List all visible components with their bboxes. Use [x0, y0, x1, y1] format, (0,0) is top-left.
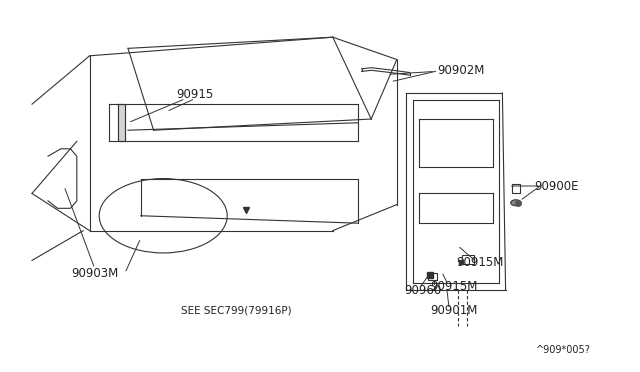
Text: 90915M: 90915M	[431, 280, 478, 293]
Text: 90960: 90960	[404, 284, 441, 296]
Text: 90902M: 90902M	[437, 64, 484, 77]
Text: 90903M: 90903M	[71, 267, 118, 280]
Text: 90915M: 90915M	[456, 256, 504, 269]
Bar	[462, 255, 474, 264]
Bar	[512, 184, 520, 193]
Circle shape	[511, 200, 521, 206]
Text: ^909*005?: ^909*005?	[536, 345, 591, 355]
Text: 90901M: 90901M	[431, 304, 478, 317]
Text: 90915: 90915	[177, 89, 214, 101]
Polygon shape	[118, 104, 125, 141]
Text: 90900E: 90900E	[534, 180, 579, 192]
Bar	[428, 273, 437, 280]
Text: SEE SEC799(79916P): SEE SEC799(79916P)	[182, 306, 292, 315]
